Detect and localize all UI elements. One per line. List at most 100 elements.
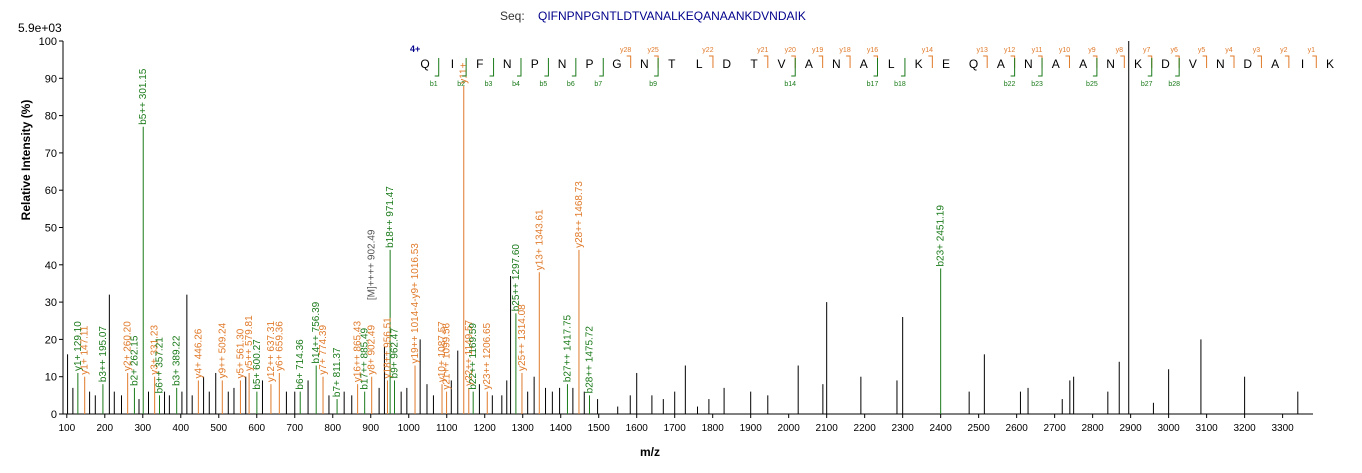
peak-annotation: y16++ 865.43 [353, 321, 364, 383]
y-ion-label: y7 [1143, 47, 1151, 54]
peak-annotation: y1+ 129.10 [73, 321, 84, 371]
y-ion-label: y22 [702, 47, 713, 54]
peak-annotation: b5++ 301.15 [138, 68, 149, 125]
b-ion-marker [1038, 58, 1043, 77]
peak-annotation: b7+ 811.37 [332, 347, 343, 397]
y-ion-marker [763, 55, 769, 68]
sequence-residue: N [558, 57, 567, 71]
peak-annotation: y4+ 446.26 [193, 328, 204, 378]
y-ion-label: y18 [839, 47, 850, 54]
x-tick-label: 800 [324, 423, 341, 434]
x-tick-label: 2000 [778, 423, 801, 434]
y-ion-marker [983, 55, 988, 68]
b-ion-marker [434, 58, 440, 77]
x-tick-label: 200 [96, 423, 113, 434]
x-tick-label: 2700 [1044, 423, 1067, 434]
peak-annotation: y9++ 509.24 [217, 322, 228, 378]
y-tick-label: 0 [51, 409, 57, 421]
sequence-residue: N [503, 57, 512, 71]
peak-annotation: y7+ 774.39 [318, 324, 329, 374]
y-ion-label: y19 [812, 47, 823, 54]
b-ion-marker [1175, 58, 1180, 77]
x-tick-label: 500 [210, 423, 227, 434]
b-ion-label: b7 [594, 81, 602, 88]
sequence-residue: A [997, 57, 1005, 71]
y-ion-label: y25 [647, 47, 658, 54]
sequence-residue: D [1161, 57, 1170, 71]
peak-annotation: y1+ 147.11 [80, 325, 91, 374]
y-ion-marker [1038, 55, 1043, 68]
b-ion-label: b2 [457, 81, 465, 88]
peak-annotation: b3++ 195.07 [98, 326, 109, 383]
x-axis-label: m/z [640, 445, 660, 459]
x-tick-label: 2600 [1006, 423, 1029, 434]
sequence-prefix: Seq: [500, 9, 525, 23]
y-ion-marker [654, 55, 659, 68]
y-ion-label: y1 [1308, 47, 1316, 54]
x-tick-label: 1300 [512, 423, 535, 434]
x-tick-label: 700 [286, 423, 303, 434]
y-ion-label: y5 [1198, 47, 1206, 54]
x-tick-label: 2400 [930, 423, 953, 434]
x-tick-label: 600 [248, 423, 265, 434]
peak-annotation: y3+ 331.23 [150, 324, 161, 374]
x-tick-label: 2900 [1120, 423, 1143, 434]
x-tick-label: 400 [172, 423, 189, 434]
sequence-residue: Q [969, 57, 978, 71]
y-ion-label: y6 [1170, 47, 1178, 54]
b-ion-label: b28 [1168, 81, 1180, 88]
sequence-residue: A [1079, 57, 1087, 71]
peak-annotation: b14++ 756.39 [311, 301, 322, 363]
sequence-residue: N [1106, 57, 1115, 71]
sequence-residue: L [888, 57, 895, 71]
b-ion-marker [571, 58, 577, 77]
peak-annotation: b27++ 1417.75 [562, 314, 573, 382]
b-ion-marker [489, 58, 495, 77]
sequence-text: QIFNPNPGNTLDTVANALKEQANAANKDVNDAIK [538, 9, 806, 23]
peak-annotation: y18++ 956.51 [382, 317, 393, 379]
y-ion-marker [1257, 55, 1262, 68]
y-ion-label: y14 [922, 47, 933, 54]
peak-annotation: y10+ 1087.57 [437, 321, 448, 382]
x-tick-label: 2200 [854, 423, 877, 434]
y-ion-marker [626, 55, 632, 68]
y-ion-marker [1065, 55, 1070, 68]
b-ion-label: b3 [485, 81, 493, 88]
b-ion-label: b6 [567, 81, 575, 88]
sequence-residue: F [476, 57, 483, 71]
y-ion-label: y11 [1032, 47, 1043, 54]
x-tick-label: 2800 [1082, 423, 1105, 434]
b-ion-label: b5 [540, 81, 548, 88]
peak-annotation: b23+ 2451.19 [936, 205, 947, 267]
b-ion-marker [900, 58, 906, 77]
x-tick-label: 900 [362, 423, 379, 434]
y-tick-label: 50 [45, 223, 57, 235]
b-ion-label: b9 [649, 81, 657, 88]
peak-annotation: b2+ 262.15 [129, 335, 140, 386]
x-tick-label: 1800 [702, 423, 725, 434]
y-ion-label: y9 [1088, 47, 1096, 54]
x-tick-label: 300 [134, 423, 151, 434]
sequence-residue: N [832, 57, 841, 71]
x-tick-label: 1900 [740, 423, 763, 434]
b-ion-marker [462, 58, 467, 77]
peak-annotation: b6+ 714.36 [295, 339, 306, 390]
sequence-residue: L [696, 57, 703, 71]
b-ion-label: b4 [512, 81, 520, 88]
b-ion-label: b27 [1141, 81, 1153, 88]
y-ion-marker [1175, 55, 1180, 68]
sequence-residue: N [640, 57, 649, 71]
b-ion-marker [873, 58, 878, 77]
y-ion-marker [846, 55, 851, 68]
sequence-residue: E [942, 57, 950, 71]
peak-annotation: y6+ 659.36 [274, 321, 285, 371]
y-ion-marker [818, 55, 824, 68]
b-ion-label: b25 [1086, 81, 1098, 88]
x-tick-label: 1400 [550, 423, 573, 434]
sequence-residue: A [805, 57, 813, 71]
peak-annotation: y13+ 1343.61 [534, 209, 545, 270]
b-ion-marker [1147, 58, 1153, 77]
x-tick-label: 1500 [588, 423, 611, 434]
y-ion-marker [1284, 55, 1290, 68]
